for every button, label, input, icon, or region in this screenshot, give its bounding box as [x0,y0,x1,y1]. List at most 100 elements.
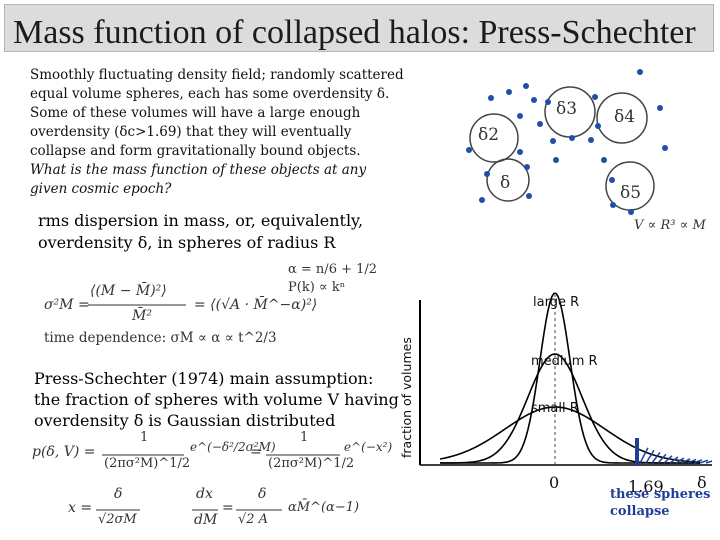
sphere-circle [486,158,530,202]
intro-line: collapse and form gravitationally bound … [30,143,361,159]
gaussian-middle-equals: = [250,444,262,460]
volume-mass-relation: V ∝ R³ ∝ M [634,218,706,233]
scatter-dot [517,113,523,119]
sphere-label: δ [500,173,510,193]
collapse-hatch [645,449,655,464]
dxdm-rhs-tail: αM̄^(α−1) [288,500,360,515]
scatter-dot [484,171,490,177]
x-definition-denominator: √2σM [98,512,137,527]
rms-dispersion-text: rms dispersion in mass, or, equivalently… [38,210,418,254]
gaussian-frac2-denominator: (2πσ²M)^1/2 [268,456,355,471]
x-zero-label: 0 [549,473,559,492]
x-definition-lhs: x = [68,500,93,516]
scatter-dot [610,202,616,208]
scatter-dot [588,137,594,143]
ps-line: Press-Schechter (1974) main assumption: [34,369,374,388]
scatter-dot [628,209,634,215]
press-schechter-assumption: Press-Schechter (1974) main assumption: … [34,368,404,431]
sigma-definition-denominator: M̄² [132,308,152,324]
x-definition-numerator: δ [114,486,123,502]
collapse-hatch [687,458,697,464]
scatter-dot [524,164,530,170]
curve-label-medium-r: medium R [531,354,598,369]
gaussian-frac1-denominator: (2πσ²M)^1/2 [104,456,191,471]
dxdm-rhs-numerator: δ [258,486,267,502]
scatter-dot [569,135,575,141]
x-delta-label: δ [697,473,707,492]
collapse-hatch [705,460,712,464]
collapse-label-line1: these spheres [610,487,710,502]
scatter-dot [517,149,523,155]
collapse-label-line2: collapse [610,504,670,519]
time-dependence-equation: time dependence: σM ∝ α ∝ t^2/3 [44,330,277,346]
curve-label-large-r: large R [533,295,579,310]
dxdm-equals: = [222,500,234,516]
gaussian-exponential: e^(−δ²/2σ²M) [190,440,276,454]
intro-paragraph: Smoothly fluctuating density field; rand… [30,66,430,199]
intro-line: overdensity (δc>1.69) that they will eve… [30,124,352,140]
intro-question-line: given cosmic epoch? [30,181,172,197]
collapse-hatch [639,447,649,464]
scatter-dot [545,99,551,105]
sphere-label: δ2 [478,125,499,145]
scatter-dot [550,138,556,144]
sphere-circle [469,113,519,163]
title-bar: Mass function of collapsed halos: Press-… [4,4,714,52]
scatter-dot [657,105,663,111]
scatter-dot [595,123,601,129]
scatter-dot [531,97,537,103]
scatter-dot [488,95,494,101]
collapse-hatch [681,458,691,464]
collapse-hatch [663,455,673,464]
rms-line: rms dispersion in mass, or, equivalently… [38,211,364,230]
sphere-circle [596,92,648,144]
collapse-hatch [699,459,709,464]
collapse-hatch [657,453,667,464]
scatter-dot [601,157,607,163]
sigma-definition-lhs: σ²M = [44,297,90,313]
intro-line: Some of these volumes will have a large … [30,105,361,121]
collapse-hatch [669,456,679,464]
gaussian-frac1-numerator: 1 [140,430,149,445]
sphere-label: δ5 [620,183,641,203]
curve-label-small-r: small R [531,401,579,416]
gaussian-curve [439,406,701,463]
scatter-dot [526,193,532,199]
scatter-dot [592,94,598,100]
power-spectrum-equation: P(k) ∝ kⁿ [288,280,346,295]
collapse-hatch [651,452,661,464]
rms-line: overdensity δ, in spheres of radius R [38,233,336,252]
intro-question-line: What is the mass function of these objec… [30,162,367,178]
sphere-label: δ4 [614,107,635,127]
ps-line: overdensity δ is Gaussian distributed [34,411,336,430]
scatter-dot [609,177,615,183]
collapse-hatch [675,457,685,464]
scatter-dot [479,197,485,203]
gaussian-curve [439,353,700,464]
intro-line: Smoothly fluctuating density field; rand… [30,67,404,83]
slide-title: Mass function of collapsed halos: Press-… [13,14,696,51]
gaussian-frac2-numerator: 1 [300,430,309,445]
sigma-definition-rhs: = ⟨(√A · M̄^−α)²⟩ [194,297,318,313]
scatter-dot [523,83,529,89]
collapse-hatch [693,459,703,464]
scatter-dot [466,147,472,153]
alpha-equation: α = n/6 + 1/2 [288,262,378,277]
sphere-circle [544,86,596,138]
scatter-dot [662,145,668,151]
dxdm-numerator: dx [196,486,213,502]
scatter-dot [506,89,512,95]
intro-line: equal volume spheres, each has some over… [30,86,390,102]
sigma-definition-numerator: ⟨(M − M̄)²⟩ [90,283,167,299]
x-threshold-label: 1.69 [628,477,664,496]
ps-line: the fraction of spheres with volume V ha… [34,390,399,409]
scatter-dot [553,157,559,163]
scatter-dot [537,121,543,127]
gaussian-lhs: p(δ, V) = [32,444,96,460]
scatter-dot [637,69,643,75]
sphere-circle [605,161,655,211]
sphere-label: δ3 [556,99,577,119]
dxdm-rhs-denominator: √2 A [238,512,269,527]
collapse-hatch [711,462,712,463]
dxdm-denominator: dM [194,512,218,528]
